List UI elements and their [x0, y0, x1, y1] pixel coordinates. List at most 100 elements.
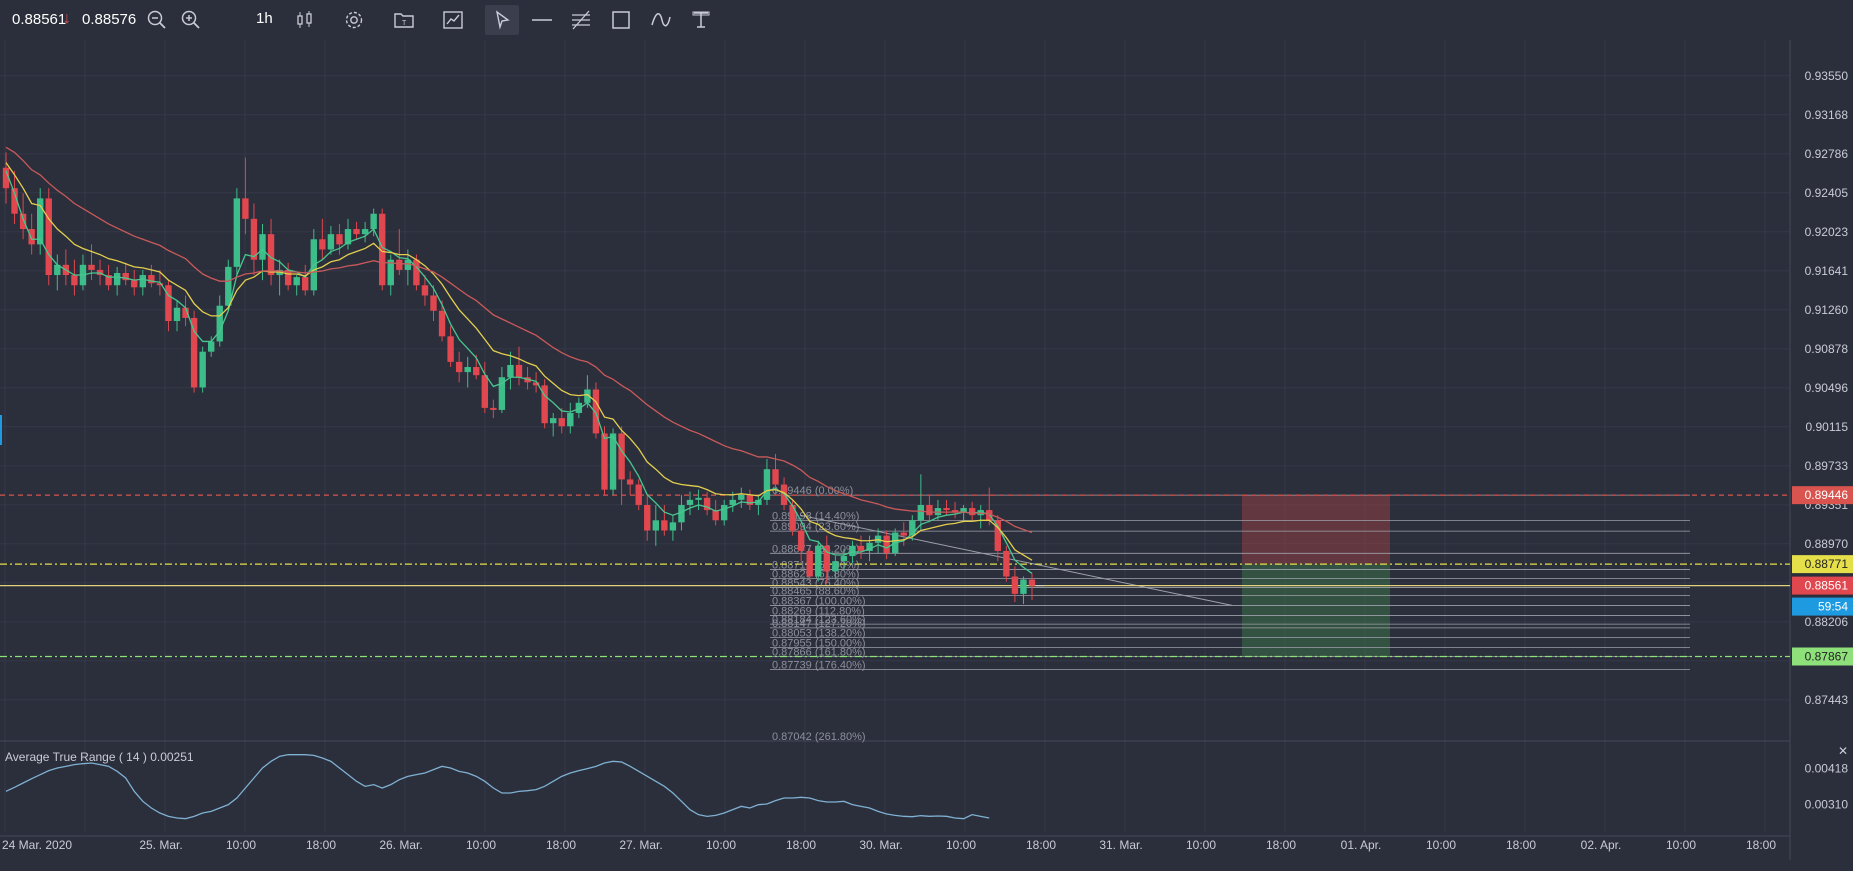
candle-body	[943, 508, 950, 511]
candle	[515, 346, 523, 386]
template-button[interactable]: T	[387, 5, 421, 35]
candle	[71, 259, 78, 296]
fib-level-label: 0.87866 (161.80%)	[772, 647, 866, 659]
candle-body	[601, 433, 608, 490]
candle-body	[430, 295, 437, 311]
candle	[652, 504, 659, 546]
take-profit-badge-bg	[1792, 647, 1853, 666]
price-tick-label: 0.90878	[1805, 342, 1849, 356]
candle	[703, 491, 711, 516]
horizontal-line-button[interactable]	[525, 5, 559, 35]
candle	[695, 489, 702, 511]
candle-body	[421, 285, 429, 296]
candle	[284, 262, 292, 291]
candle	[62, 249, 70, 286]
candle-body	[951, 510, 959, 513]
candle	[644, 494, 651, 541]
risk-reward-box[interactable]	[1242, 495, 1390, 657]
atr-line	[5, 754, 990, 820]
rectangle-icon	[612, 11, 630, 29]
fibonacci-retracement[interactable]: 0.89446 (0.00%)0.89198 (14.40%)0.89094 (…	[770, 485, 1690, 743]
time-tick-label: 27. Mar.	[619, 838, 662, 852]
candle	[421, 275, 429, 306]
candle-body	[284, 269, 292, 286]
candle	[1020, 576, 1027, 605]
candle	[550, 412, 557, 437]
price-lines[interactable]	[0, 494, 1790, 658]
time-tick-label: 24 Mar. 2020	[2, 838, 72, 852]
time-tick-label: 10:00	[1186, 838, 1216, 852]
take-profit-badge-text: 0.87867	[1805, 650, 1849, 664]
trend-lines-button[interactable]	[564, 5, 598, 35]
stop-loss-badge: 0.89446	[1792, 486, 1853, 505]
candle	[387, 254, 394, 296]
candle	[951, 501, 959, 519]
candle-type-button[interactable]	[288, 5, 322, 35]
candle	[225, 259, 232, 311]
candle-body	[199, 351, 206, 388]
candle-body	[2, 167, 10, 189]
candle-body	[729, 499, 736, 505]
candle	[738, 487, 745, 509]
candle-body	[216, 305, 223, 342]
indicator-button[interactable]	[436, 5, 470, 35]
candle-body	[772, 469, 779, 485]
candle-body	[644, 504, 651, 531]
candle	[267, 218, 275, 286]
current-price-badge-text: 0.88561	[1805, 579, 1849, 593]
candle-body	[806, 550, 813, 577]
candle-body	[532, 382, 540, 386]
stop-loss-badge-bg	[1792, 486, 1853, 505]
time-tick-label: 10:00	[706, 838, 736, 852]
price-tick-label: 0.87443	[1805, 693, 1849, 707]
candle	[797, 525, 805, 562]
candle	[857, 535, 865, 560]
candle	[199, 346, 206, 393]
entry-badge-bg	[1792, 555, 1853, 574]
candle-body	[592, 389, 600, 434]
candle	[763, 458, 771, 505]
time-tick-label: 02. Apr.	[1581, 838, 1622, 852]
candle-body	[464, 367, 471, 373]
countdown-badge-bg	[1792, 597, 1853, 616]
time-axis[interactable]: 24 Mar. 2020 25. Mar. 10:00 18:00 26. Mar. 10…	[0, 415, 1776, 852]
time-tick-label: 26. Mar.	[379, 838, 422, 852]
candle-body	[182, 307, 189, 318]
price-chart[interactable]: 0.89446 (0.00%)0.89198 (14.40%)0.89094 (…	[0, 40, 1853, 871]
cursor-button[interactable]	[485, 5, 519, 35]
settings-icon	[345, 11, 363, 29]
time-tick-label: 18:00	[1506, 838, 1536, 852]
candle	[353, 221, 360, 240]
candle-body	[909, 520, 916, 536]
candle	[122, 262, 129, 286]
candle-body	[156, 283, 164, 286]
zoom-in-button[interactable]	[174, 5, 208, 35]
template-icon: T	[394, 13, 414, 28]
candle	[840, 548, 848, 570]
candle-body	[678, 504, 685, 523]
candle	[755, 494, 762, 516]
settings-button[interactable]	[337, 5, 371, 35]
current-price-badge: 0.88561	[1792, 576, 1853, 595]
price-tick-label: 0.92023	[1805, 225, 1849, 239]
timeframe-selector[interactable]: 1h	[256, 10, 273, 27]
rectangle-button[interactable]	[604, 5, 638, 35]
candle-body	[387, 259, 394, 286]
candle-body	[498, 377, 506, 410]
time-tick-label: 10:00	[1666, 838, 1696, 852]
zoom-out-button[interactable]	[140, 5, 174, 35]
horizontal-line-icon	[532, 19, 552, 21]
text-tool-button[interactable]	[684, 5, 718, 35]
candle	[635, 479, 642, 511]
candle	[250, 203, 258, 276]
candle	[815, 540, 822, 582]
candle-body	[558, 418, 565, 427]
price-tick-label: 0.89733	[1805, 459, 1849, 473]
curve-button[interactable]	[644, 5, 678, 35]
time-tick-label: 01. Apr.	[1341, 838, 1382, 852]
fib-level-label: 0.88053 (138.20%)	[772, 628, 866, 640]
price-badges: 0.89446 0.88771 0.88561 59:54 0.87867	[1792, 486, 1853, 666]
candle	[455, 351, 463, 383]
trend-lines-icon	[572, 10, 590, 30]
ask-price: 0.88576	[82, 11, 137, 28]
